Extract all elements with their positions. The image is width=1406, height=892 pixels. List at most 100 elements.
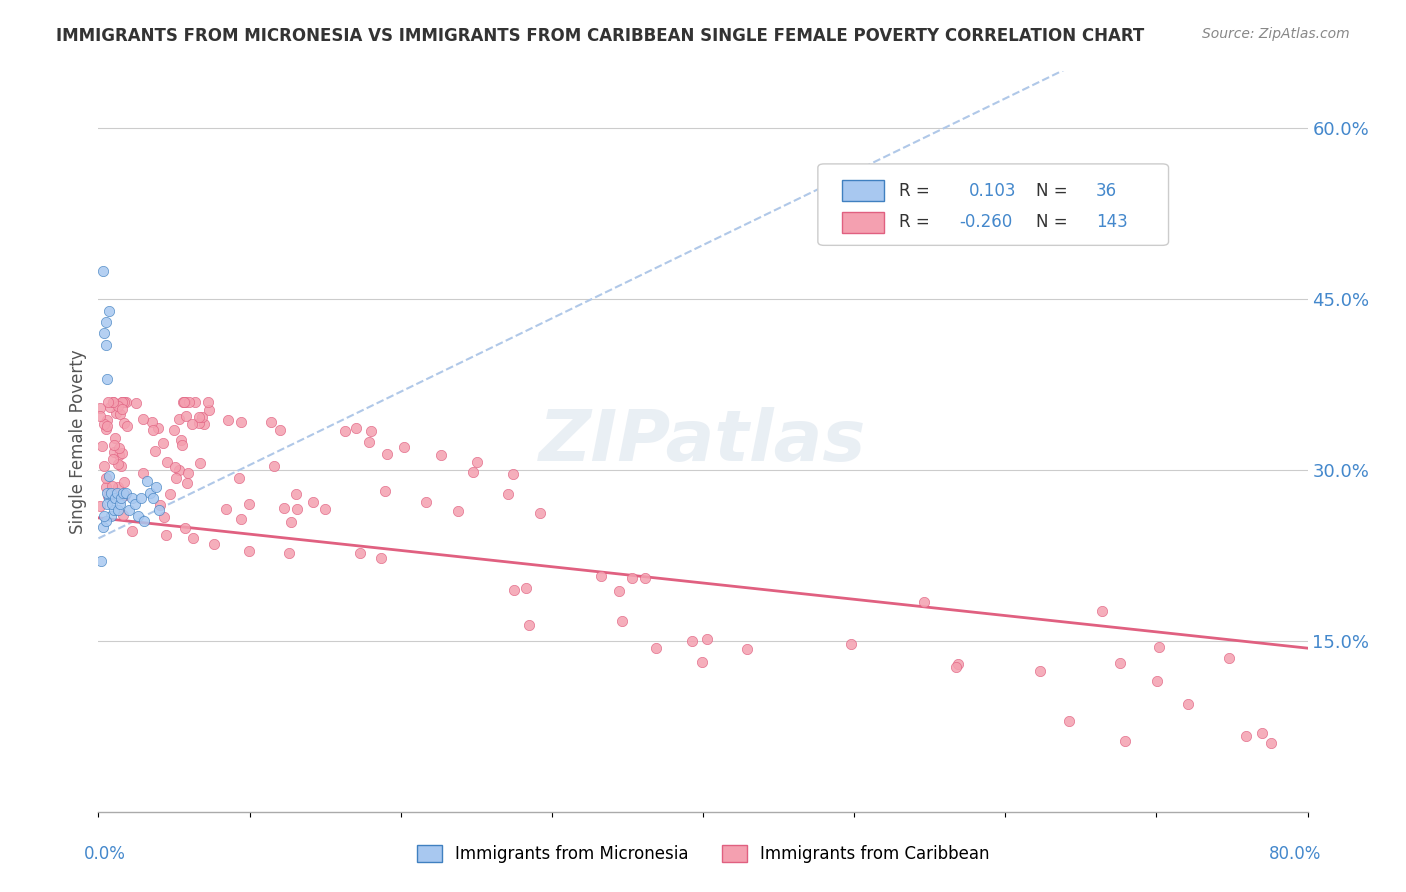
Point: [98, 303, 121, 318]
Point: [197, 394, 219, 409]
Point: [174, 409, 197, 423]
Point: [94, 337, 117, 351]
Point: [280, 515, 302, 529]
Point: [176, 476, 198, 491]
Point: [108, 407, 131, 421]
Point: [263, 459, 285, 474]
Point: [269, 423, 291, 437]
Point: [1109, 656, 1132, 670]
Point: [188, 416, 211, 430]
Point: [167, 412, 190, 426]
Text: 80.0%: 80.0%: [1270, 846, 1322, 863]
Point: [111, 485, 134, 500]
Point: [121, 491, 143, 506]
Point: [111, 401, 134, 416]
Point: [260, 415, 283, 429]
Point: [202, 537, 225, 551]
Point: [112, 475, 135, 490]
Point: [696, 632, 718, 646]
Point: [98, 468, 121, 483]
Point: [114, 488, 136, 502]
Point: [335, 424, 357, 438]
Point: [149, 498, 172, 512]
Point: [101, 497, 124, 511]
Point: [681, 634, 703, 648]
Point: [496, 486, 519, 500]
Point: [98, 401, 121, 415]
Point: [96, 485, 118, 500]
Text: -0.260: -0.260: [959, 213, 1012, 231]
Point: [155, 528, 177, 542]
Text: 36: 36: [1097, 182, 1118, 200]
Point: [107, 503, 129, 517]
Point: [124, 497, 146, 511]
Point: [101, 479, 124, 493]
Point: [190, 409, 212, 424]
Point: [174, 520, 197, 534]
Point: [165, 460, 187, 475]
Point: [148, 503, 170, 517]
Point: [163, 424, 186, 438]
Point: [96, 418, 118, 433]
Point: [1147, 640, 1170, 654]
Point: [125, 396, 148, 410]
Point: [1057, 714, 1080, 729]
Point: [103, 394, 125, 409]
Point: [146, 420, 169, 434]
Point: [1218, 651, 1240, 665]
Point: [132, 467, 155, 481]
Point: [278, 546, 301, 560]
Point: [121, 524, 143, 538]
Point: [344, 420, 367, 434]
Point: [153, 509, 176, 524]
Point: [90, 554, 112, 568]
FancyBboxPatch shape: [818, 164, 1168, 245]
Point: [360, 424, 382, 438]
Point: [114, 485, 136, 500]
Point: [633, 571, 655, 585]
Point: [108, 448, 131, 462]
Point: [217, 412, 239, 426]
Point: [93, 459, 115, 474]
Point: [181, 531, 204, 545]
Point: [108, 442, 131, 456]
Point: [94, 480, 117, 494]
Point: [912, 595, 935, 609]
Point: [142, 423, 165, 437]
Point: [96, 497, 118, 511]
Point: [735, 642, 758, 657]
Point: [1146, 673, 1168, 688]
Point: [285, 502, 308, 516]
Point: [1029, 664, 1052, 678]
Point: [461, 465, 484, 479]
Point: [103, 445, 125, 459]
Point: [1260, 736, 1282, 750]
Point: [231, 512, 253, 526]
Point: [1090, 604, 1112, 618]
Point: [94, 514, 117, 528]
Text: R =: R =: [898, 182, 929, 200]
Text: N =: N =: [1035, 182, 1067, 200]
Point: [100, 485, 122, 500]
Point: [108, 497, 131, 511]
Text: 0.103: 0.103: [969, 182, 1017, 200]
Point: [166, 471, 188, 485]
Point: [89, 499, 111, 513]
Point: [112, 508, 135, 522]
Point: [141, 415, 163, 429]
Point: [948, 657, 970, 672]
Text: N =: N =: [1035, 213, 1067, 231]
Point: [517, 618, 540, 632]
Point: [114, 394, 136, 409]
Point: [118, 503, 141, 517]
Point: [145, 480, 167, 494]
Point: [314, 502, 336, 516]
Point: [607, 583, 630, 598]
Point: [174, 394, 197, 409]
Point: [152, 436, 174, 450]
Point: [107, 399, 129, 413]
Point: [502, 467, 524, 482]
Point: [143, 444, 166, 458]
Point: [1234, 729, 1257, 743]
Point: [1250, 726, 1272, 740]
